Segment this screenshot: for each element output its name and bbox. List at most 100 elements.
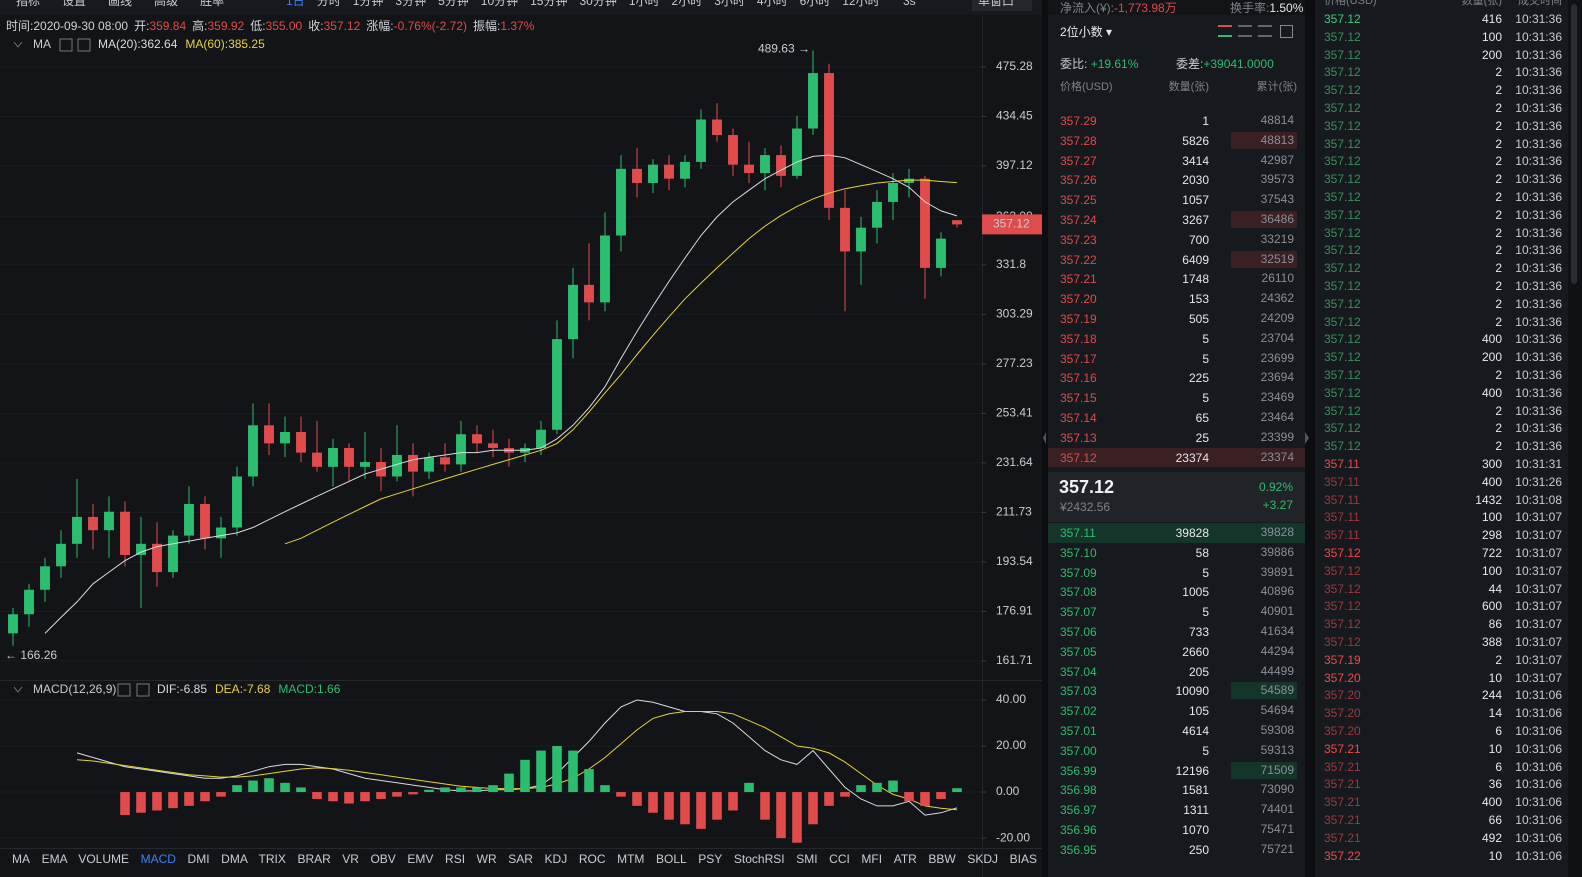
ask-row[interactable]: 357.22 6409 32519 xyxy=(1048,250,1305,270)
refresh[interactable]: 3s xyxy=(903,0,916,8)
indicator-tab[interactable]: KDJ xyxy=(545,852,568,866)
indicator-tab[interactable]: EMV xyxy=(407,852,433,866)
interval[interactable]: 分时 xyxy=(317,0,341,8)
decimals[interactable]: 2位小数 xyxy=(1060,25,1103,39)
ask-row[interactable]: 357.29 1 48814 xyxy=(1048,111,1305,131)
interval[interactable]: 6小时 xyxy=(800,0,831,8)
interval[interactable]: 3小时 xyxy=(714,0,745,8)
indicator-tab[interactable]: BOLL xyxy=(656,852,687,866)
indicator-tab[interactable]: MACD xyxy=(141,852,177,866)
bid-row[interactable]: 357.10 58 39886 xyxy=(1048,543,1305,563)
decimals-select[interactable]: 2位小数 ▾ xyxy=(1060,25,1113,39)
ask-row[interactable]: 357.18 5 23704 xyxy=(1048,329,1305,349)
indicator-tab[interactable]: DMA xyxy=(221,852,248,866)
bid-row[interactable]: 357.02 105 54694 xyxy=(1048,701,1305,721)
window-button[interactable] xyxy=(972,0,1032,11)
indicator-tab[interactable]: RSI xyxy=(445,852,465,866)
bid-row[interactable]: 357.03 10090 54589 xyxy=(1048,681,1305,701)
indicator-tab[interactable]: BIAS xyxy=(1010,852,1037,866)
splitter[interactable] xyxy=(1305,0,1315,877)
bid-row[interactable]: 356.95 250 75721 xyxy=(1048,840,1305,860)
interval[interactable]: 2小时 xyxy=(672,0,703,8)
indicator-tab[interactable]: SAR xyxy=(508,852,533,866)
indicator-tab[interactable]: SKDJ xyxy=(967,852,998,866)
ask-row[interactable]: 357.16 225 23694 xyxy=(1048,368,1305,388)
ask-row[interactable]: 357.23 700 33219 xyxy=(1048,230,1305,250)
splitter-handle[interactable] xyxy=(1305,432,1309,444)
bid-row[interactable]: 357.06 733 41634 xyxy=(1048,622,1305,642)
indicator-tab[interactable]: SMI xyxy=(796,852,817,866)
indicator-tab[interactable]: VOLUME xyxy=(78,852,129,866)
tool[interactable]: 画线 xyxy=(108,0,132,8)
bid-row[interactable]: 356.99 12196 71509 xyxy=(1048,761,1305,781)
tool[interactable]: 指标 xyxy=(16,0,40,8)
indicator-tab[interactable]: CCI xyxy=(829,852,850,866)
indicator-tab[interactable]: BRAR xyxy=(297,852,331,866)
settings-icon[interactable] xyxy=(59,38,73,52)
indicator-tab[interactable]: ROC xyxy=(579,852,606,866)
window-mode[interactable]: 单窗口 xyxy=(978,0,1014,8)
tool[interactable]: 胜率 xyxy=(200,0,224,8)
interval[interactable]: 3分钟 xyxy=(395,0,426,8)
indicator-tab[interactable]: PSY xyxy=(698,852,722,866)
collapse-icon[interactable] xyxy=(13,41,23,48)
bid-row[interactable]: 357.00 5 59313 xyxy=(1048,741,1305,761)
indicator-tab[interactable]: WR xyxy=(477,852,497,866)
ask-row[interactable]: 357.17 5 23699 xyxy=(1048,349,1305,369)
ask-row[interactable]: 357.12 23374 23374 xyxy=(1048,447,1305,468)
indicator-tab[interactable]: OBV xyxy=(370,852,395,866)
ask-row[interactable]: 357.26 2030 39573 xyxy=(1048,170,1305,190)
interval[interactable]: 4小时 xyxy=(757,0,788,8)
interval[interactable]: 1小时 xyxy=(629,0,660,8)
splitter-handle[interactable] xyxy=(1043,432,1046,444)
bid-row[interactable]: 357.01 4614 59308 xyxy=(1048,721,1305,741)
indicator-tab[interactable]: MTM xyxy=(617,852,644,866)
indicator-tab[interactable]: MA xyxy=(12,852,30,866)
bid-row[interactable]: 357.08 1005 40896 xyxy=(1048,582,1305,602)
indicator-tab[interactable]: ATR xyxy=(894,852,917,866)
bid-row[interactable]: 357.04 205 44499 xyxy=(1048,662,1305,682)
bid-row[interactable]: 357.05 2660 44294 xyxy=(1048,642,1305,662)
interval[interactable]: 1日 xyxy=(286,0,305,8)
close-icon[interactable] xyxy=(77,38,91,52)
indicator-tab[interactable]: MFI xyxy=(861,852,882,866)
view-asks[interactable] xyxy=(1238,25,1252,37)
view-bids[interactable] xyxy=(1258,25,1272,37)
bid-row[interactable]: 357.11 39828 39828 xyxy=(1048,523,1305,543)
ask-row[interactable]: 357.14 65 23464 xyxy=(1048,408,1305,428)
scrollbar-thumb[interactable] xyxy=(1571,4,1577,284)
close-icon[interactable] xyxy=(136,683,150,697)
bid-row[interactable]: 357.09 5 39891 xyxy=(1048,563,1305,583)
tool[interactable]: 设置 xyxy=(62,0,86,8)
ask-row[interactable]: 357.24 3267 36486 xyxy=(1048,210,1305,230)
bid-row[interactable]: 357.07 5 40901 xyxy=(1048,602,1305,622)
ask-row[interactable]: 357.15 5 23469 xyxy=(1048,388,1305,408)
interval[interactable]: 5分钟 xyxy=(438,0,469,8)
ask-row[interactable]: 357.21 1748 26110 xyxy=(1048,269,1305,289)
indicator-tab[interactable]: BBW xyxy=(928,852,956,866)
bid-row[interactable]: 356.98 1581 73090 xyxy=(1048,780,1305,800)
ask-row[interactable]: 357.20 153 24362 xyxy=(1048,289,1305,309)
collapse-icon[interactable] xyxy=(13,686,23,693)
indicator-tab[interactable]: StochRSI xyxy=(734,852,785,866)
ask-row[interactable]: 357.13 25 23399 xyxy=(1048,428,1305,448)
bid-row[interactable]: 356.97 1311 74401 xyxy=(1048,800,1305,820)
ask-row[interactable]: 357.28 5826 48813 xyxy=(1048,131,1305,151)
tool[interactable]: 高级 xyxy=(154,0,178,8)
interval[interactable]: 1分钟 xyxy=(353,0,384,8)
indicator-tab[interactable]: TRIX xyxy=(259,852,286,866)
expand[interactable] xyxy=(1280,25,1293,38)
ask-row[interactable]: 357.27 3414 42987 xyxy=(1048,151,1305,171)
indicator-tab[interactable]: DMI xyxy=(188,852,210,866)
indicator-tab[interactable]: EMA xyxy=(42,852,68,866)
view-both[interactable] xyxy=(1218,25,1232,37)
settings-icon[interactable] xyxy=(117,683,131,697)
interval[interactable]: 30分钟 xyxy=(579,0,616,8)
ask-row[interactable]: 357.25 1057 37543 xyxy=(1048,190,1305,210)
interval[interactable]: 15分钟 xyxy=(530,0,567,8)
bid-row[interactable]: 356.96 1070 75471 xyxy=(1048,820,1305,840)
interval[interactable]: 10分钟 xyxy=(481,0,518,8)
ask-row[interactable]: 357.19 505 24209 xyxy=(1048,309,1305,329)
indicator-tab[interactable]: VR xyxy=(342,852,359,866)
interval[interactable]: 12小时 xyxy=(842,0,879,8)
